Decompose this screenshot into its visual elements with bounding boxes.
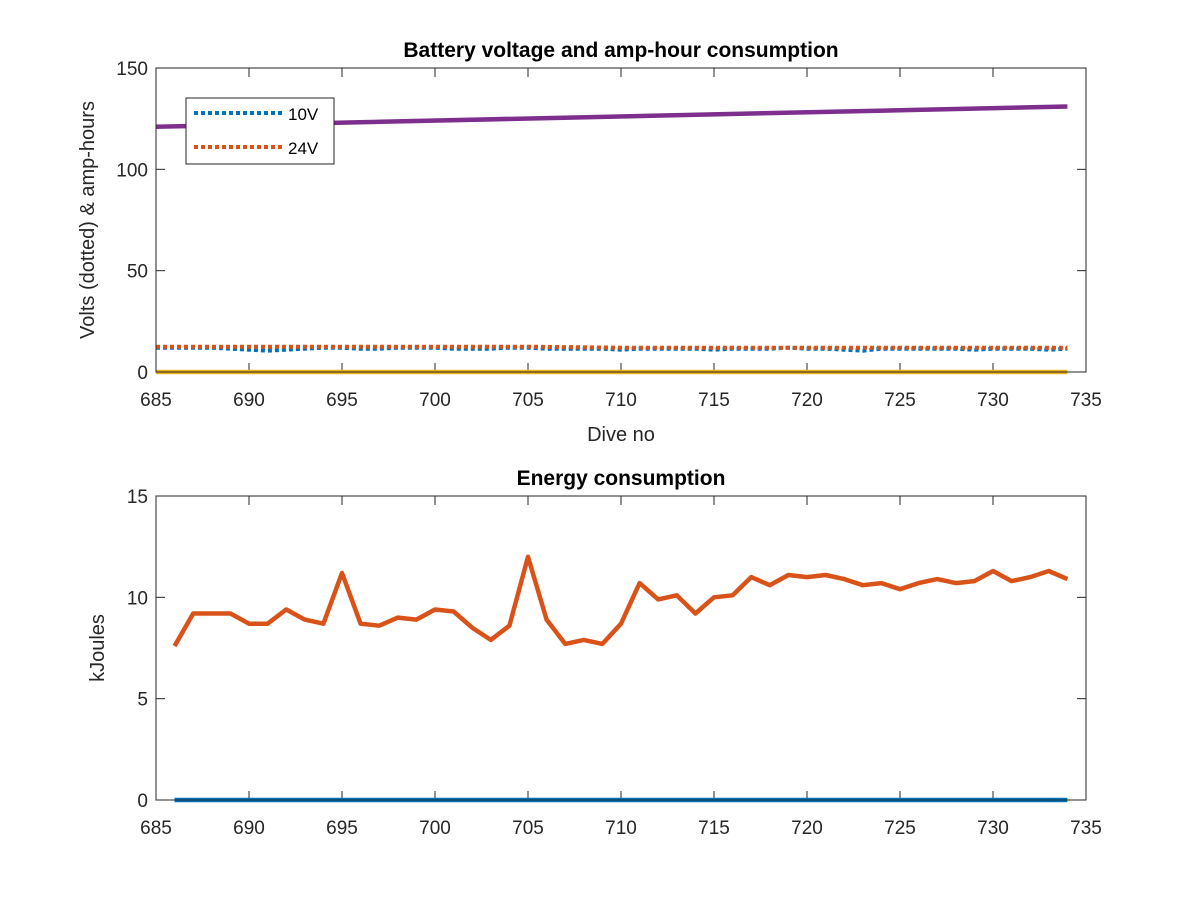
bottom-x-tick-label: 730 [977,818,1009,839]
bottom-y-tick-label: 10 [127,588,148,609]
bottom-x-tick-label: 710 [605,818,637,839]
bottom-series-1-line [172,554,1069,648]
top-x-tick-label: 725 [884,390,916,411]
top-x-tick-label: 705 [512,390,544,411]
bottom-y-axis-label: kJoules [87,614,109,682]
top-subplot: 685 690 695 700 705 710 715 720 725 730 735 0 50 100 1… [77,39,1102,446]
top-x-tick-label: 720 [791,390,823,411]
top-axes-box [155,67,1087,373]
bottom-y-tick-label: 5 [137,690,148,711]
bottom-x-tick-label: 685 [140,818,172,839]
top-x-tick-label: 735 [1070,390,1102,411]
bottom-x-tick-label: 715 [698,818,730,839]
top-chart-title: Battery voltage and amp-hour consumption [403,39,838,62]
top-x-tick-label: 710 [605,390,637,411]
legend-label-10v: 10V [288,105,319,124]
bottom-x-tick-label: 690 [233,818,265,839]
top-y-tick-label: 0 [137,363,148,384]
top-x-tick-label: 685 [140,390,172,411]
bottom-plot-area [156,496,1086,800]
bottom-subplot: 685 690 695 700 705 710 715 720 725 730 735051015 … [87,467,1102,839]
bottom-x-tick-label: 700 [419,818,451,839]
legend-label-24v: 24V [288,139,319,158]
legend-box [185,97,335,165]
top-x-tick-label: 700 [419,390,451,411]
top-y-axis-label: Volts (dotted) & amp-hours [77,101,99,339]
bottom-y-tick-label: 15 [127,487,148,508]
bottom-x-tick-label: 725 [884,818,916,839]
bottom-x-tick-label: 720 [791,818,823,839]
top-series-24v-line [156,344,1068,350]
top-x-tick-label: 730 [977,390,1009,411]
bottom-axes-box [155,495,1087,801]
legend: 10V 24V [185,97,335,165]
bottom-x-tick-label: 735 [1070,818,1102,839]
top-y-tick-label: 50 [127,262,148,283]
top-x-tick-label: 690 [233,390,265,411]
top-x-axis-label: Dive no [587,424,655,446]
bottom-x-tick-label: 695 [326,818,358,839]
bottom-chart-title: Energy consumption [517,467,726,490]
bottom-y-tick-label: 0 [137,791,148,812]
top-x-tick-label: 715 [698,390,730,411]
top-x-tick-label: 695 [326,390,358,411]
bottom-x-tick-label: 705 [512,818,544,839]
top-y-tick-label: 150 [116,59,148,80]
top-y-tick-label: 100 [116,160,148,181]
